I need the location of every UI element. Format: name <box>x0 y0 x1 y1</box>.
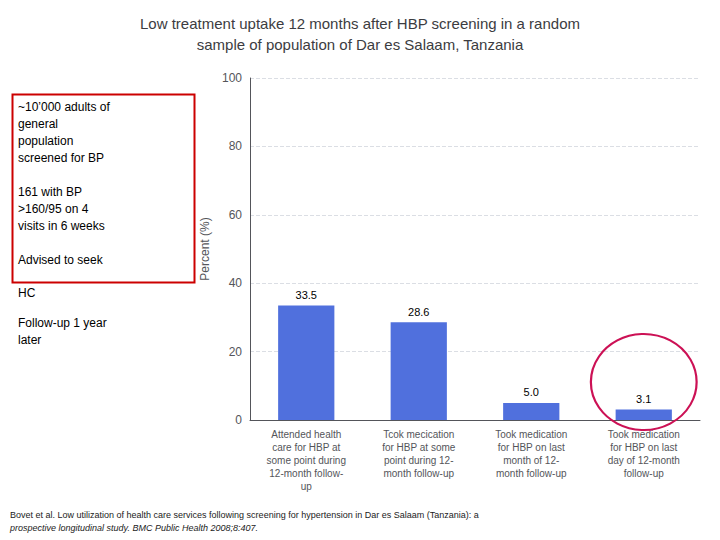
svg-text:Advised to seek: Advised to seek <box>18 253 104 267</box>
svg-text:Took medication: Took medication <box>495 429 567 440</box>
svg-text:20: 20 <box>229 345 243 359</box>
svg-text:5.0: 5.0 <box>524 386 539 398</box>
svg-text:visits in 6 weeks: visits in 6 weeks <box>18 219 105 233</box>
svg-text:0: 0 <box>235 413 242 427</box>
svg-text:Percent (%): Percent (%) <box>198 217 212 280</box>
svg-text:later: later <box>18 333 41 347</box>
svg-text:33.5: 33.5 <box>296 289 317 301</box>
svg-text:161 with BP: 161 with BP <box>18 185 82 199</box>
svg-text:Low treatment uptake 12 months: Low treatment uptake 12 months after HBP… <box>140 15 580 32</box>
svg-text:80: 80 <box>229 139 243 153</box>
svg-text:some point during: some point during <box>267 455 347 466</box>
svg-text:>160/95 on 4: >160/95 on 4 <box>18 202 89 216</box>
svg-text:care for HBP at: care for HBP at <box>272 442 340 453</box>
svg-text:Follow-up 1 year: Follow-up 1 year <box>18 316 107 330</box>
svg-text:month of 12-: month of 12- <box>503 455 559 466</box>
svg-text:3.1: 3.1 <box>636 393 651 405</box>
svg-text:for HBP on last: for HBP on last <box>498 442 565 453</box>
svg-text:follow-up: follow-up <box>624 468 664 479</box>
svg-text:100: 100 <box>222 71 242 85</box>
svg-text:prospective longitudinal study: prospective longitudinal study. BMC Publ… <box>9 523 258 533</box>
svg-text:Tcok mecication: Tcok mecication <box>383 429 454 440</box>
svg-text:40: 40 <box>229 276 243 290</box>
svg-text:screened for BP: screened for BP <box>18 151 104 165</box>
svg-text:Bovet et al. Low utilization o: Bovet et al. Low utilization of health c… <box>10 510 479 520</box>
svg-text:~10’000 adults of: ~10’000 adults of <box>18 100 110 114</box>
svg-text:28.6: 28.6 <box>408 306 429 318</box>
svg-text:general: general <box>18 117 58 131</box>
svg-text:sample of population of Dar es: sample of population of Dar es Salaam, T… <box>197 36 524 53</box>
svg-text:up: up <box>301 481 313 492</box>
svg-text:60: 60 <box>229 208 243 222</box>
svg-text:12-month follow-: 12-month follow- <box>269 468 343 479</box>
svg-text:month follow-up: month follow-up <box>383 468 454 479</box>
svg-text:Took medication: Took medication <box>607 429 680 440</box>
svg-text:month follow-up: month follow-up <box>496 468 567 479</box>
svg-text:for HBP on last: for HBP on last <box>610 442 677 453</box>
svg-text:population: population <box>18 134 73 148</box>
svg-text:HC: HC <box>18 286 36 300</box>
svg-text:day of 12-month: day of 12-month <box>608 455 680 466</box>
svg-text:point during 12-: point during 12- <box>384 455 454 466</box>
svg-text:for HBP at some: for HBP at some <box>382 442 456 453</box>
svg-text:Attended health: Attended health <box>271 429 341 440</box>
